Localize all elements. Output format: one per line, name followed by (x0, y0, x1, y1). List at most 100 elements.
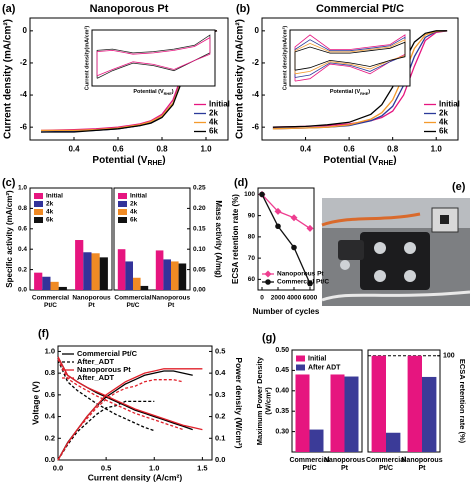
y-tick-label: 1.0 (18, 185, 27, 192)
series-line (57, 358, 184, 431)
y-tick-label: 0.3 (215, 390, 225, 399)
bar (75, 240, 84, 290)
legend-swatch (34, 209, 43, 215)
plot-frame (257, 187, 315, 291)
bar (163, 259, 171, 290)
legend-label: After_ADT (77, 357, 115, 366)
y2-axis-label: Power density (W/cm²) (234, 357, 244, 448)
photo-sample (431, 207, 459, 233)
bar (330, 374, 345, 452)
chart-title: Nanoporous Pt (90, 3, 169, 15)
photo-bolt (404, 242, 416, 254)
bar (422, 376, 437, 452)
x-tick-label: Nanoporous (72, 295, 111, 302)
legend-swatch (118, 201, 127, 207)
marker (291, 244, 297, 251)
y-tick-label: -2 (20, 58, 28, 67)
x-tick-label: 4000 (287, 295, 302, 302)
x-tick-label: Pt (168, 302, 175, 309)
marker (290, 214, 298, 222)
marker (306, 224, 314, 232)
bar (133, 277, 141, 290)
x-tick-label: 0.0 (53, 464, 63, 473)
y-tick-label: -4 (252, 90, 260, 99)
photo-wire (321, 212, 421, 227)
series-line (294, 36, 406, 78)
panel-label: (g) (262, 332, 276, 344)
bar (83, 252, 92, 290)
x-tick-label: Pt/C (303, 465, 317, 472)
legend-swatch (34, 201, 43, 207)
photo-cell (360, 232, 430, 290)
y-tick-label: 0.6 (18, 226, 27, 233)
bar (178, 263, 187, 290)
x-tick-label: Commercial (289, 457, 329, 464)
legend-label: 6k (130, 217, 138, 224)
x-tick-label: 0.5 (101, 464, 111, 473)
y-tick-label: 0.20 (193, 205, 206, 212)
marker (307, 280, 313, 287)
bar (371, 355, 386, 452)
y-tick-label: 0.50 (275, 347, 289, 354)
panel-label: (a) (2, 3, 16, 15)
legend-label: Initial (209, 100, 230, 109)
x-axis-label: Potential (VRHE) (92, 155, 165, 168)
x-axis-label-part: Potential (V (133, 89, 164, 95)
series-line (294, 41, 406, 71)
bar (140, 285, 149, 290)
x-tick-label: 1.0 (200, 144, 212, 153)
y-tick-label: 0.15 (193, 226, 206, 233)
y-tick-label: 0.8 (18, 205, 27, 212)
y-tick-label: 0.35 (275, 408, 289, 415)
marker (274, 207, 282, 215)
y-tick-label: 0.2 (18, 266, 27, 273)
y-tick-label: 0.6 (45, 390, 55, 399)
y-tick-label: 80 (248, 234, 256, 241)
x-tick-label: 1.0 (431, 144, 443, 153)
bar (344, 376, 359, 452)
y-tick-label: 0.05 (193, 266, 206, 273)
y-tick-label: 0.2 (45, 433, 55, 442)
photo-tube (321, 290, 471, 302)
bar (58, 286, 67, 290)
power-line (57, 400, 155, 461)
y-tick-label: 100 (244, 191, 255, 198)
legend-label: Initial (130, 193, 147, 200)
legend-label: Initial (46, 193, 63, 200)
y-tick-label: 0.45 (275, 367, 289, 374)
y-axis-label-line: Maximum Power Density (255, 356, 264, 445)
bar (171, 261, 179, 290)
photo-bolt (340, 260, 350, 270)
x-axis-label-part: Potential (V (92, 155, 147, 166)
series-line (261, 193, 311, 229)
bar (407, 355, 422, 452)
power-line (57, 370, 193, 461)
series-line (294, 34, 406, 82)
x-tick-label: 0.4 (68, 144, 80, 153)
y-tick-label: 0.00 (193, 287, 206, 294)
x-axis-label-sub: RHE (378, 160, 393, 167)
marker (275, 223, 281, 230)
y-tick-label: 0.0 (45, 455, 55, 464)
y-tick-label: -6 (20, 122, 28, 131)
y-tick-label: 0.1 (215, 433, 225, 442)
y-tick-label: 0.10 (193, 246, 206, 253)
x-tick-label: Pt (88, 302, 95, 309)
x-tick-label: Commercial (32, 295, 69, 302)
x-tick-label: Nanoporous (401, 457, 442, 464)
photo-sample-center (440, 215, 449, 224)
y-axis-label: Current density(mA/cm²) (83, 26, 90, 91)
bar (91, 253, 100, 290)
x-axis-label: Potential (VRHE) (133, 89, 173, 96)
plot-frame (113, 187, 191, 291)
plot-frame (291, 349, 363, 453)
y-axis-label: Specific activity (mA/cm²) (5, 190, 14, 288)
marker (265, 279, 271, 285)
legend-label: After_ADT (77, 373, 115, 382)
photo-block (338, 240, 364, 260)
marker (264, 270, 272, 278)
y-tick-label: 100 (443, 353, 455, 360)
x-axis-label: Potential (VRHE) (330, 89, 370, 96)
legend-label: Nanoporous Pt (77, 365, 131, 374)
